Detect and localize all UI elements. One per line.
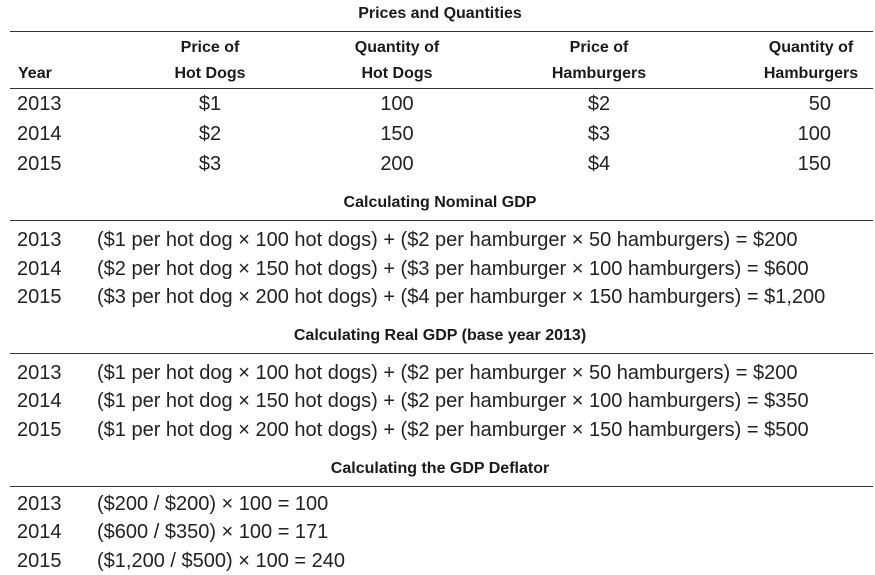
table-row-year: 2014 (17, 123, 62, 145)
table-cell-qty-hot-dogs: 200 (380, 153, 414, 175)
gdp-deflator-formula: ($1,200 / $500) × 100 = 240 (97, 550, 345, 572)
table-cell-price-hot-dogs: $2 (198, 123, 222, 145)
nominal-gdp-formula: ($3 per hot dog × 200 hot dogs) + ($4 pe… (97, 286, 826, 308)
table-cell-qty-hot-dogs: 100 (380, 93, 414, 115)
real-gdp-formula: ($1 per hot dog × 150 hot dogs) + ($2 pe… (97, 390, 809, 412)
prices-table-top-rule (10, 31, 873, 32)
table-cell-qty-hamburgers: 50 (808, 93, 831, 115)
real-gdp-formula: ($1 per hot dog × 100 hot dogs) + ($2 pe… (97, 362, 798, 384)
gdp-deflator-year: 2015 (17, 550, 62, 572)
table-cell-price-hamburgers: $3 (587, 123, 611, 145)
gdp-deflator-title: Calculating the GDP Deflator (330, 460, 550, 477)
nominal-gdp-rule (10, 220, 873, 221)
table-row-year: 2013 (17, 93, 62, 115)
prices-table-title: Prices and Quantities (358, 5, 522, 22)
nominal-gdp-year: 2013 (17, 229, 62, 251)
table-cell-qty-hamburgers: 150 (797, 153, 831, 175)
nominal-gdp-formula: ($2 per hot dog × 150 hot dogs) + ($3 pe… (97, 258, 809, 280)
real-gdp-year: 2015 (17, 419, 62, 441)
nominal-gdp-year: 2015 (17, 286, 62, 308)
header-qty-hot-dogs-line1: Quantity of (354, 39, 440, 56)
gdp-deflator-formula: ($200 / $200) × 100 = 100 (97, 493, 329, 515)
table-row-year: 2015 (17, 153, 62, 175)
table-cell-price-hamburgers: $2 (587, 93, 611, 115)
header-qty-hot-dogs-line2: Hot Dogs (361, 65, 433, 82)
nominal-gdp-title: Calculating Nominal GDP (343, 194, 537, 211)
real-gdp-year: 2014 (17, 390, 62, 412)
header-price-hot-dogs-line1: Price of (180, 39, 240, 56)
header-year: Year (18, 65, 52, 82)
header-price-hamburgers-line2: Hamburgers (551, 65, 647, 82)
table-cell-price-hot-dogs: $3 (198, 153, 222, 175)
header-price-hot-dogs-line2: Hot Dogs (174, 65, 246, 82)
nominal-gdp-formula: ($1 per hot dog × 100 hot dogs) + ($2 pe… (97, 229, 798, 251)
header-qty-hamburgers-line2: Hamburgers (763, 65, 859, 82)
gdp-deflator-rule (10, 486, 873, 487)
table-cell-qty-hamburgers: 100 (797, 123, 831, 145)
header-price-hamburgers-line1: Price of (569, 39, 629, 56)
real-gdp-rule (10, 353, 873, 354)
gdp-deflator-year: 2014 (17, 521, 62, 543)
table-cell-price-hot-dogs: $1 (198, 93, 222, 115)
gdp-deflator-formula: ($600 / $350) × 100 = 171 (97, 521, 329, 543)
real-gdp-title: Calculating Real GDP (base year 2013) (293, 327, 587, 344)
prices-table-header-rule (10, 88, 873, 89)
real-gdp-formula: ($1 per hot dog × 200 hot dogs) + ($2 pe… (97, 419, 809, 441)
nominal-gdp-year: 2014 (17, 258, 62, 280)
gdp-deflator-year: 2013 (17, 493, 62, 515)
real-gdp-year: 2013 (17, 362, 62, 384)
header-qty-hamburgers-line1: Quantity of (768, 39, 854, 56)
table-cell-price-hamburgers: $4 (587, 153, 611, 175)
table-cell-qty-hot-dogs: 150 (380, 123, 414, 145)
